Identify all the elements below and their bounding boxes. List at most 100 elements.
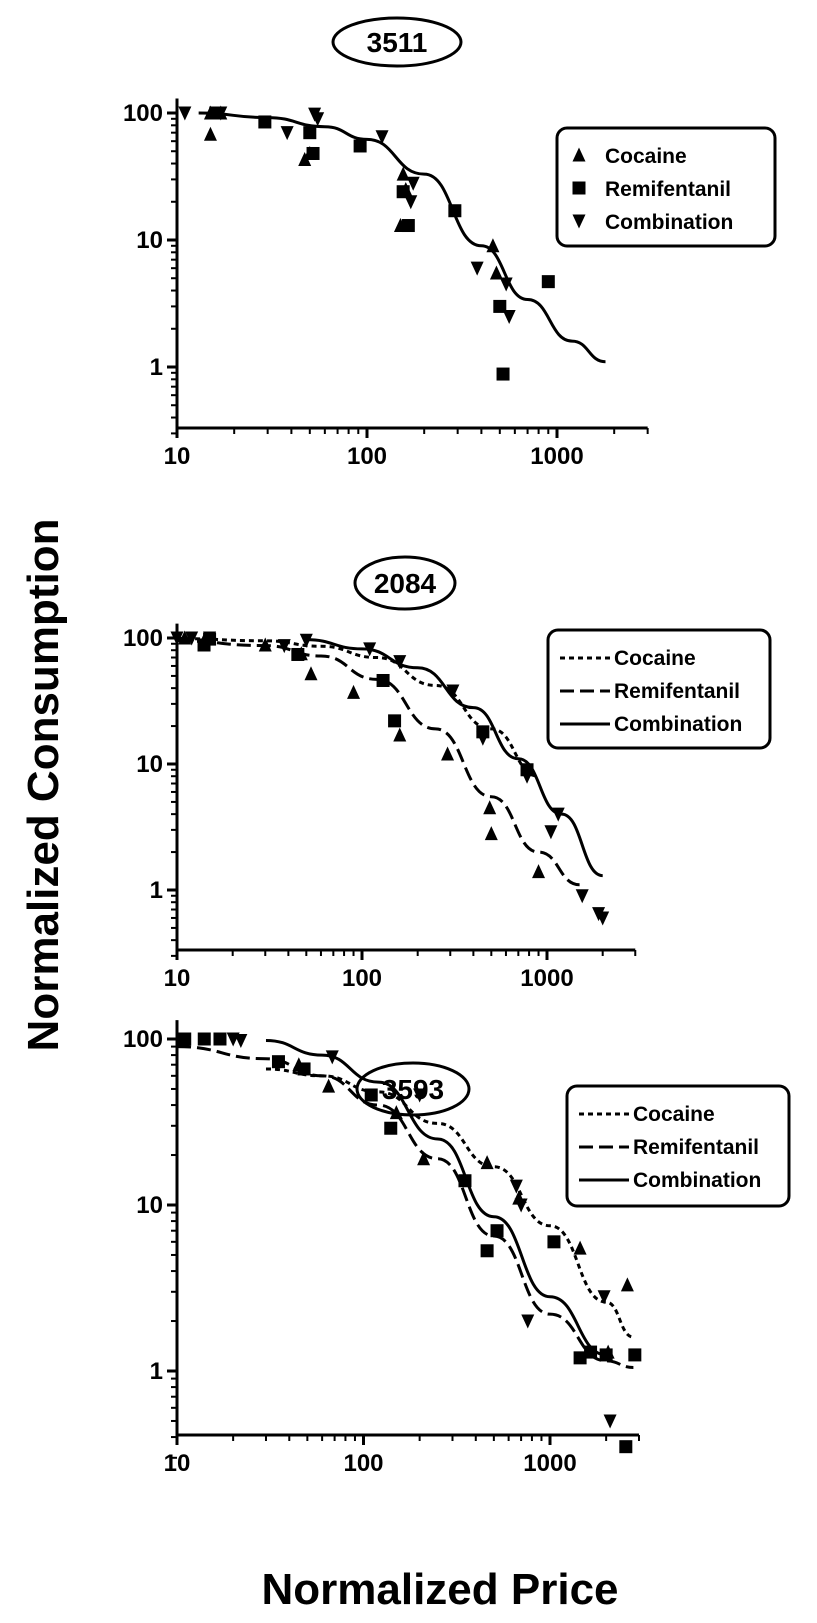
point-combination (375, 130, 389, 145)
point-combination (406, 176, 420, 191)
point-combination (404, 195, 418, 210)
y-tick-label: 100 (123, 1026, 163, 1053)
x-tick-label: 1000 (530, 443, 583, 470)
panel-title-frame (353, 555, 457, 611)
y-axis-title: Normalized Consumption (19, 519, 68, 1052)
legend-label: Combination (633, 1169, 761, 1192)
chart-panel-3511: 3511 10 100 1000 1 10 100 Cocaine Remifentanil Co… (123, 16, 777, 470)
legend-marker-remifentanil (572, 181, 586, 195)
legend-label: Cocaine (633, 1103, 715, 1126)
panel-title: 2084 (374, 568, 437, 599)
point-remifentanil (178, 1032, 192, 1046)
point-combination (470, 261, 484, 276)
point-remifentanil (364, 1088, 378, 1102)
legend-box (555, 126, 777, 248)
y-tick-label: 10 (136, 751, 163, 778)
point-remifentanil (619, 1440, 633, 1454)
y-tick-label: 1 (150, 1358, 163, 1385)
point-cocaine (486, 238, 500, 253)
point-combination (597, 1290, 611, 1305)
point-combination (520, 769, 534, 784)
x-tick-label: 1000 (520, 965, 573, 992)
point-combination (178, 106, 192, 121)
point-cocaine (178, 630, 192, 645)
legend-label: Remifentanil (614, 680, 740, 703)
y-tick-label: 1 (150, 877, 163, 904)
point-remifentanil (599, 1348, 613, 1362)
point-cocaine (393, 727, 407, 742)
fit-curve-remifentanil (176, 639, 580, 887)
point-remifentanil (458, 1174, 472, 1188)
point-combination (446, 684, 460, 699)
point-remifentanil (490, 1224, 504, 1238)
point-remifentanil (496, 367, 510, 381)
point-cocaine (484, 826, 498, 841)
legend-label: Combination (605, 211, 733, 234)
point-combination (521, 1314, 535, 1329)
y-tick-label: 100 (123, 100, 163, 127)
chart-panel-3593: 3593 10 100 1000 1 10 100 Cocaine Remifentanil Co… (123, 1020, 791, 1477)
point-combination (514, 1198, 528, 1213)
point-combination (502, 309, 516, 324)
point-combination (234, 1033, 248, 1048)
point-remifentanil (291, 647, 305, 661)
point-combination (277, 639, 291, 654)
x-tick-label: 100 (343, 1450, 383, 1477)
point-combination (551, 807, 565, 822)
legend-marker-cocaine (572, 147, 586, 162)
point-combination (214, 106, 228, 121)
point-combination (311, 112, 325, 127)
legend-label: Cocaine (605, 145, 687, 168)
point-remifentanil (271, 1055, 285, 1069)
panel-title: 3511 (367, 27, 428, 58)
fit-curve-combination (306, 638, 604, 878)
y-tick-label: 1 (150, 354, 163, 381)
legend-marker-combination (572, 214, 586, 229)
point-remifentanil (480, 1244, 494, 1258)
point-cocaine (573, 1240, 587, 1255)
point-remifentanil (303, 126, 317, 140)
panel-title: 3593 (382, 1074, 444, 1105)
point-combination (203, 631, 217, 646)
point-cocaine (532, 864, 546, 879)
point-cocaine (258, 637, 272, 652)
point-combination (325, 1050, 339, 1065)
point-cocaine (396, 166, 410, 181)
x-tick-label: 10 (164, 965, 191, 992)
point-remifentanil (388, 714, 402, 728)
point-combination (499, 277, 513, 292)
point-remifentanil (376, 673, 390, 687)
panel-title-frame (331, 16, 463, 68)
point-combination (509, 1179, 523, 1194)
point-remifentanil (401, 219, 415, 233)
point-cocaine (389, 1105, 403, 1120)
point-combination (185, 631, 199, 646)
point-cocaine (620, 1277, 634, 1292)
x-tick-label: 100 (342, 965, 382, 992)
fit-curve-combined-fit (198, 111, 606, 364)
x-tick-label: 10 (164, 443, 191, 470)
legend-label: Cocaine (614, 647, 696, 670)
point-cocaine (203, 126, 217, 141)
y-tick-label: 100 (123, 625, 163, 652)
point-combination (393, 655, 407, 670)
point-cocaine (417, 1151, 431, 1166)
point-combination (170, 631, 184, 646)
point-combination (544, 825, 558, 840)
point-remifentanil (584, 1345, 598, 1359)
point-remifentanil (541, 275, 555, 289)
point-combination (299, 633, 313, 648)
point-cocaine (441, 746, 455, 761)
point-cocaine (483, 800, 497, 815)
point-remifentanil (547, 1235, 561, 1249)
chart-panel-2084: 2084 10 100 1000 1 10 100 Cocaine Remifentanil Co… (123, 555, 772, 992)
legend-box (546, 628, 772, 750)
point-cocaine (304, 666, 318, 681)
point-combination (363, 642, 377, 657)
point-combination (280, 126, 294, 141)
point-cocaine (347, 684, 361, 699)
point-remifentanil (448, 204, 462, 218)
x-axis-title: Normalized Price (261, 1565, 618, 1614)
point-cocaine (480, 1155, 494, 1170)
